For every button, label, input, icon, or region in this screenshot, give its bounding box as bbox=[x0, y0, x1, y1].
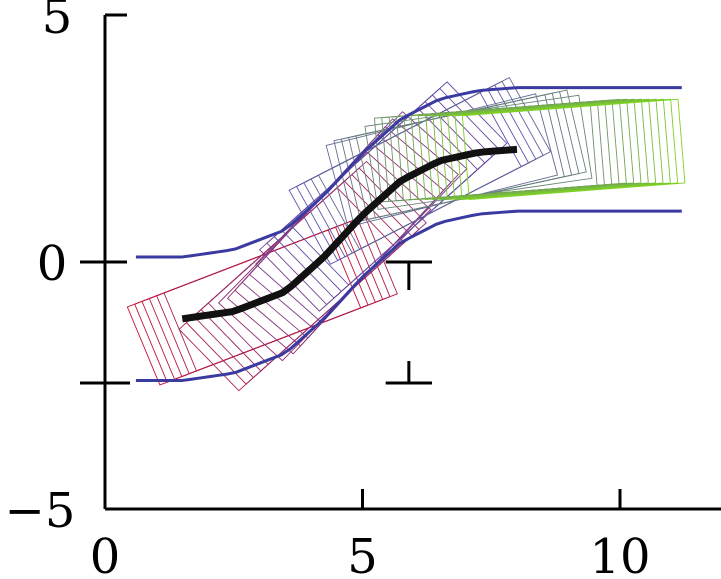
vehicle-trajectory-rectangles bbox=[126, 76, 686, 392]
vehicle-rectangle bbox=[317, 76, 552, 250]
vehicle-rectangle bbox=[248, 118, 459, 331]
y-tick-label-5: 5 bbox=[42, 0, 73, 45]
lane-lower-boundary bbox=[135, 209, 682, 383]
vehicle-rectangle bbox=[461, 98, 686, 200]
x-tick-label-0: 0 bbox=[90, 529, 121, 579]
vehicle-rectangle bbox=[410, 98, 635, 200]
marker-i-beam bbox=[385, 260, 433, 385]
vehicle-rectangle bbox=[325, 93, 559, 228]
vehicle-rectangle bbox=[364, 94, 593, 210]
y-tick-label-0: 0 bbox=[37, 236, 68, 292]
x-tick-label-5: 5 bbox=[347, 529, 378, 579]
axis-ticks bbox=[80, 13, 622, 511]
vehicle-rectangle bbox=[432, 98, 657, 200]
vehicle-rectangle bbox=[447, 98, 671, 200]
lane-upper-boundary bbox=[135, 86, 682, 259]
y-tick-label-neg5: −5 bbox=[5, 483, 76, 539]
lane-outline bbox=[135, 86, 682, 383]
vehicle-rectangle bbox=[454, 98, 679, 200]
reference-centerline bbox=[181, 145, 518, 323]
vehicle-rectangle bbox=[439, 98, 664, 200]
vehicle-rectangle bbox=[417, 98, 642, 200]
vehicle-rectangle bbox=[207, 160, 427, 366]
x-tick-label-10: 10 bbox=[589, 529, 650, 579]
vehicle-rectangle bbox=[425, 98, 649, 200]
vehicle-rectangle bbox=[355, 89, 587, 219]
